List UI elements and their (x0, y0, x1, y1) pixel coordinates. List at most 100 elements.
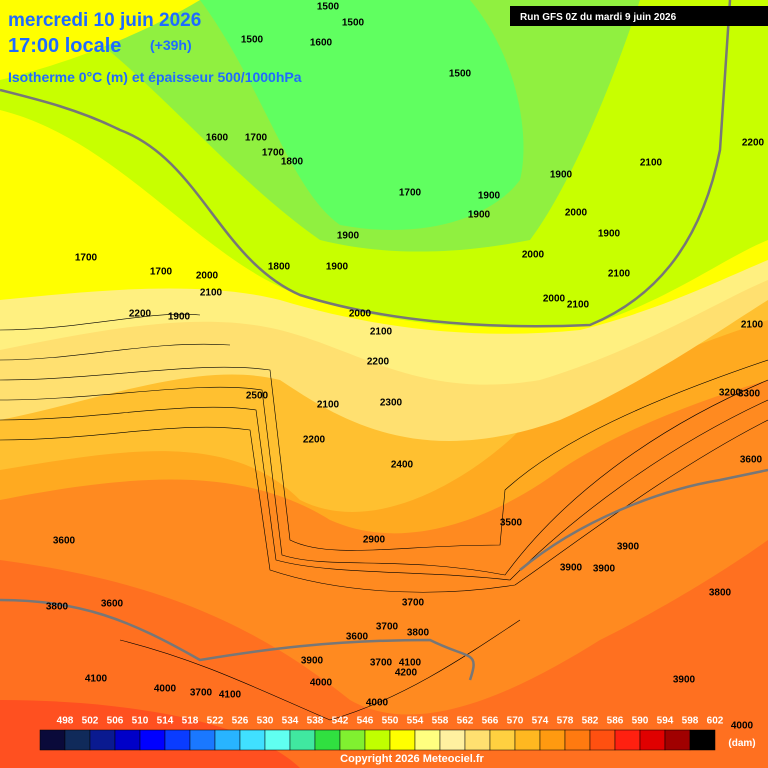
date: mercredi 10 juin 2026 (8, 10, 201, 31)
contour-label: 2100 (317, 400, 340, 411)
legend-swatch (664, 729, 691, 751)
contour-label: 2200 (742, 138, 765, 149)
contour-label: 2000 (349, 309, 372, 320)
contour-label: 2500 (246, 391, 269, 402)
legend-label: 578 (557, 716, 574, 727)
legend-swatch (39, 729, 66, 751)
coastline (0, 598, 475, 681)
contour-label: 2100 (370, 327, 393, 338)
contour-label: 1900 (550, 170, 573, 181)
legend-swatch (439, 729, 466, 751)
legend-label: 590 (632, 716, 649, 727)
legend-swatch (689, 729, 716, 751)
contour-label: 1900 (326, 262, 349, 273)
band-green (200, 0, 524, 230)
contour-label: 4000 (731, 721, 754, 732)
band-red-orange (0, 540, 768, 768)
legend-label: 522 (207, 716, 224, 727)
contour-label: 2200 (129, 309, 152, 320)
contour-label: 3300 (738, 389, 761, 400)
legend-swatch (64, 729, 91, 751)
legend-label: 498 (57, 716, 74, 727)
legend-unit: (dam) (728, 738, 755, 749)
legend-swatch (364, 729, 391, 751)
contour-label: 3600 (346, 632, 369, 643)
legend-label: 514 (157, 716, 174, 727)
contour-label: 2000 (196, 271, 219, 282)
legend-swatch (514, 729, 541, 751)
legend-label: 558 (432, 716, 449, 727)
contour-label: 2100 (200, 288, 223, 299)
contour-label: 2300 (380, 398, 403, 409)
legend-label: 570 (507, 716, 524, 727)
contour-label: 2900 (363, 535, 386, 546)
contour-line (0, 343, 231, 361)
contour-label: 1700 (245, 133, 268, 144)
legend-label: 562 (457, 716, 474, 727)
legend-label: 542 (332, 716, 349, 727)
legend-swatch (564, 729, 591, 751)
legend-label: 526 (232, 716, 249, 727)
legend-swatch (614, 729, 641, 751)
legend-label: 502 (82, 716, 99, 727)
contour-line (0, 399, 768, 581)
coastlines (0, 0, 768, 681)
legend-label: 554 (407, 716, 424, 727)
contours (0, 313, 768, 721)
time: 17:00 locale (8, 35, 121, 57)
legend-label: 602 (707, 716, 724, 727)
contour-label: 4100 (219, 690, 242, 701)
legend-label: 506 (107, 716, 124, 727)
contour-line (0, 419, 768, 593)
contour-label: 1500 (241, 35, 264, 46)
contour-label: 4100 (85, 674, 108, 685)
contour-label: 3700 (190, 688, 213, 699)
parameter: Isotherme 0°C (m) et épaisseur 500/1000h… (8, 69, 302, 85)
contour-label: 1900 (337, 231, 360, 242)
contour-label: 2200 (367, 357, 390, 368)
contour-label: 4000 (154, 684, 177, 695)
coastline (0, 0, 732, 328)
contour-label: 1600 (206, 133, 229, 144)
contour-label: 2400 (391, 460, 414, 471)
contour-label: 3600 (53, 536, 76, 547)
legend-swatch (239, 729, 266, 751)
contour-label: 2100 (567, 300, 590, 311)
run: Run GFS 0Z du mardi 9 juin 2026 (520, 12, 677, 23)
contour-label: 3600 (740, 455, 763, 466)
legend-label: 566 (482, 716, 499, 727)
contour-label: 3600 (101, 599, 124, 610)
contour-label: 2100 (741, 320, 764, 331)
legend-label: 550 (382, 716, 399, 727)
band-corner (0, 0, 200, 80)
legend-swatch (339, 729, 366, 751)
contour-label: 1800 (268, 262, 291, 273)
contour-label: 1800 (281, 157, 304, 168)
contour-line (0, 359, 768, 551)
legend-swatch (489, 729, 516, 751)
contour-label: 3900 (673, 675, 696, 686)
legend-label: 586 (607, 716, 624, 727)
legend-swatch (289, 729, 316, 751)
contour-label: 3200 (719, 388, 742, 399)
legend-label: 582 (582, 716, 599, 727)
contour-label: 4200 (395, 668, 418, 679)
contour-label: 3700 (402, 598, 425, 609)
contour-label: 4100 (399, 658, 422, 669)
legend-swatch (389, 729, 416, 751)
contour-label: 1700 (75, 253, 98, 264)
contour-label: 2000 (522, 250, 545, 261)
contour-label: 1900 (598, 229, 621, 240)
contour-label: 3900 (593, 564, 616, 575)
copyright: Copyright 2026 Meteociel.fr (340, 753, 484, 765)
legend-label: 530 (257, 716, 274, 727)
legend-swatch (414, 729, 441, 751)
contour-label: 2100 (608, 269, 631, 280)
legend-label: 518 (182, 716, 199, 727)
contour-label: 3800 (709, 588, 732, 599)
legend-swatch (639, 729, 666, 751)
